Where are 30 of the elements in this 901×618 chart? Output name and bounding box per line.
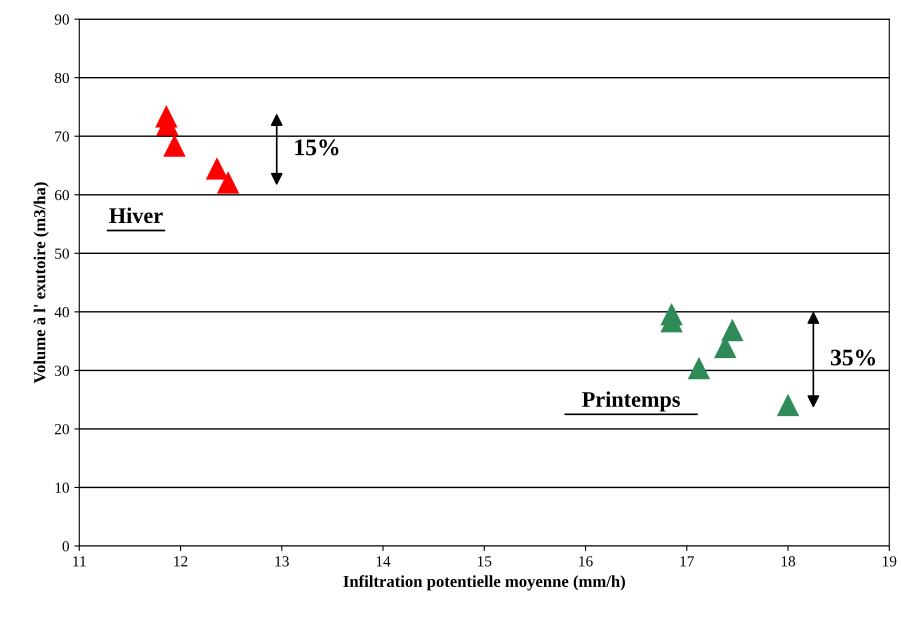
y-tick-label: 10 — [56, 482, 69, 493]
y-tick-label: 40 — [54, 306, 69, 318]
y-axis-title: Volume à l' exutoire (m3/ha) — [34, 182, 49, 384]
point — [776, 394, 800, 416]
y-tick-label: 50 — [55, 248, 69, 259]
point — [688, 356, 710, 380]
x-tick-label: 14 — [376, 556, 390, 566]
y-tick-label: 70 — [55, 131, 69, 142]
x-tick-label: 11 — [73, 556, 86, 566]
y-tick-label: 80 — [54, 72, 69, 84]
x-tick-label: 18 — [782, 556, 796, 566]
point — [721, 318, 744, 342]
y-tick-label: 60 — [54, 190, 69, 200]
annotation: 15% — [295, 139, 338, 156]
x-tick-label: 17 — [680, 556, 694, 566]
y-tick-label: 90 — [54, 14, 69, 25]
x-axis-title: Infiltration potentielle moyenne (mm/h) — [343, 575, 625, 590]
y-tick-label: 20 — [54, 424, 69, 434]
series-label: Printemps — [582, 391, 680, 412]
point — [216, 171, 240, 194]
x-tick-label: 13 — [275, 556, 289, 566]
y-tick-label: 30 — [55, 366, 69, 376]
text: Hiver — [109, 208, 163, 224]
point — [163, 134, 186, 157]
y-tick-label: 0 — [62, 541, 69, 552]
x-tick-label: 16 — [579, 556, 593, 566]
x-tick-label: 12 — [174, 556, 188, 566]
annotation: 35% — [830, 350, 876, 366]
x-tick-label: 19 — [882, 556, 896, 566]
x-tick-label: 15 — [478, 556, 492, 566]
